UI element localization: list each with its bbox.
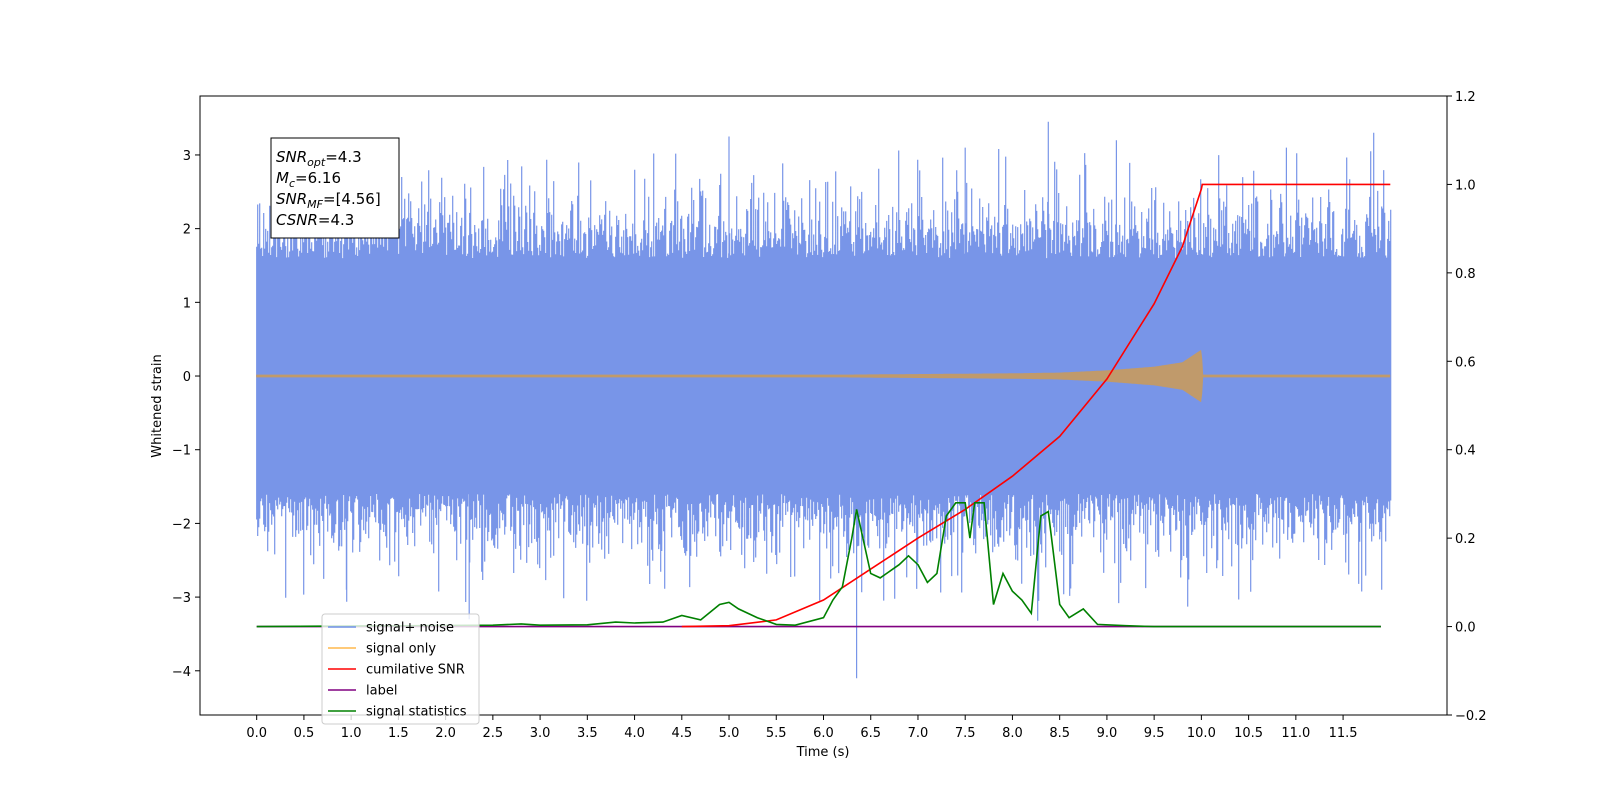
- y-tick-label: −3: [172, 591, 191, 606]
- y2-tick-label: 0.2: [1455, 532, 1476, 547]
- annotation-line: SNRopt=4.3: [276, 148, 362, 169]
- x-tick-label: 0.0: [246, 726, 267, 741]
- y2-tick-label: −0.2: [1455, 709, 1487, 724]
- x-tick-label: 1.5: [388, 726, 409, 741]
- legend: signal+ noise signal only cumilative SNR la…: [321, 613, 480, 725]
- legend-label: label: [366, 684, 397, 699]
- x-tick-label: 7.5: [955, 726, 976, 741]
- series-cumulative-snr: [681, 183, 1391, 628]
- y2-tick-label: 0.6: [1455, 355, 1476, 370]
- x-tick-label: 9.5: [1144, 726, 1165, 741]
- legend-label: signal statistics: [366, 705, 467, 720]
- y-tick-label: 2: [183, 223, 191, 238]
- y-tick-label: 3: [183, 149, 191, 164]
- x-tick-label: 4.5: [671, 726, 692, 741]
- annotation-line: CSNR=4.3: [276, 211, 354, 229]
- x-tick-label: 10.5: [1234, 726, 1263, 741]
- x-tick-label: 11.0: [1281, 726, 1310, 741]
- x-tick-label: 1.0: [341, 726, 362, 741]
- legend-label: signal+ noise: [366, 621, 454, 636]
- y-tick-label: −1: [172, 444, 191, 459]
- x-tick-label: 8.0: [1002, 726, 1023, 741]
- x-tick-label: 9.0: [1097, 726, 1118, 741]
- x-tick-label: 7.0: [908, 726, 929, 741]
- y2-tick-label: 1.2: [1455, 90, 1476, 105]
- x-tick-label: 8.5: [1049, 726, 1070, 741]
- x-tick-label: 2.0: [435, 726, 456, 741]
- x-axis-label: Time (s): [796, 745, 850, 760]
- y2-tick-label: 0.4: [1455, 444, 1476, 459]
- x-tick-label: 5.5: [766, 726, 787, 741]
- x-tick-label: 4.0: [624, 726, 645, 741]
- y2-tick-label: 1.0: [1455, 178, 1476, 193]
- annotation-line: Mc=6.16: [276, 169, 341, 190]
- x-tick-label: 6.5: [860, 726, 881, 741]
- x-tick-label: 3.5: [577, 726, 598, 741]
- legend-label: cumilative SNR: [366, 663, 465, 678]
- legend-label: signal only: [366, 642, 436, 657]
- y-tick-label: −4: [172, 665, 191, 680]
- series-signal-only: [256, 349, 1391, 403]
- x-tick-label: 2.5: [483, 726, 504, 741]
- y-tick-label: 1: [183, 296, 191, 311]
- x-tick-label: 5.0: [719, 726, 740, 741]
- x-tick-label: 11.5: [1329, 726, 1358, 741]
- x-tick-label: 10.0: [1187, 726, 1216, 741]
- y2-tick-label: 0.8: [1455, 267, 1476, 282]
- x-tick-label: 0.5: [294, 726, 315, 741]
- series-signal-noise: [256, 121, 1392, 679]
- y2-tick-label: 0.0: [1455, 621, 1476, 636]
- y-tick-label: 0: [183, 370, 191, 385]
- y-axis-label: Whitened strain: [150, 354, 165, 457]
- annotation-line: SNRMF=[4.56]: [276, 190, 381, 211]
- y-tick-label: −2: [172, 517, 191, 532]
- x-tick-label: 6.0: [813, 726, 834, 741]
- series-signal-statistics: [256, 502, 1381, 628]
- x-tick-label: 3.0: [530, 726, 551, 741]
